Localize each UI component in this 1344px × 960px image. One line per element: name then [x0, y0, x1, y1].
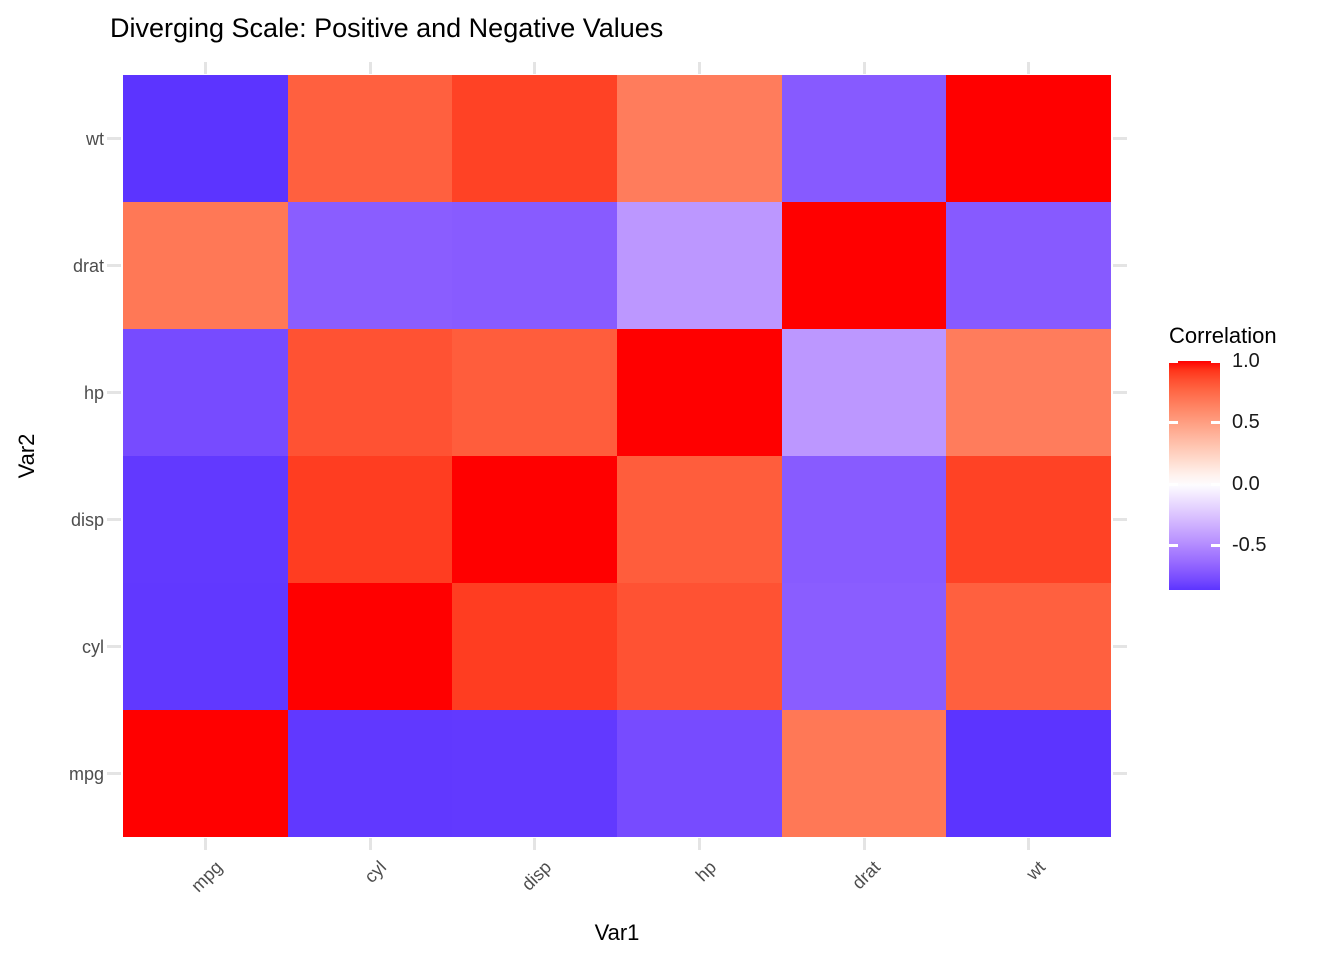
heatmap-cell	[288, 329, 452, 456]
heatmap-cell	[288, 75, 452, 202]
gridline-stub	[862, 62, 866, 74]
legend-colorbar	[1169, 361, 1220, 590]
heatmap-cell	[617, 583, 782, 710]
legend-title: Correlation	[1169, 323, 1277, 348]
gridline-stub	[368, 838, 372, 850]
heatmap-cell	[782, 583, 946, 710]
heatmap-cell	[946, 456, 1111, 583]
heatmap-cell	[452, 456, 617, 583]
heatmap-cell	[617, 329, 782, 456]
heatmap-cell	[946, 710, 1111, 837]
legend-tick-mark	[1211, 543, 1220, 547]
legend-tick-mark	[1169, 482, 1178, 486]
legend-tick-mark	[1211, 421, 1220, 425]
gridline-stub	[204, 62, 207, 74]
gridline-stub	[107, 518, 121, 521]
legend-tick-label: 1.0	[1232, 350, 1260, 372]
legend-tick-mark	[1169, 421, 1178, 425]
heatmap-panel	[123, 75, 1111, 837]
legend-tick-mark	[1169, 543, 1178, 547]
y-tick-label: drat	[72, 255, 104, 276]
heatmap-cell	[782, 456, 946, 583]
gridline-stub	[1113, 645, 1127, 648]
heatmap-cell	[123, 456, 288, 583]
x-tick-label: mpg	[186, 857, 226, 896]
x-tick-label: disp	[517, 857, 555, 895]
heatmap-cell	[617, 202, 782, 329]
gridline-stub	[107, 264, 121, 267]
gridline-stub	[107, 645, 121, 648]
gridline-stub	[533, 838, 536, 850]
heatmap-cell	[452, 75, 617, 202]
gridline-stub	[533, 62, 536, 74]
y-tick-label: wt	[86, 128, 104, 149]
y-tick-label: mpg	[68, 763, 104, 784]
heatmap-cell	[946, 583, 1111, 710]
gridline-stub	[204, 838, 207, 850]
gridline-stub	[1027, 62, 1030, 74]
heatmap-cell	[782, 710, 946, 837]
heatmap-cell	[452, 202, 617, 329]
heatmap-cell	[288, 583, 452, 710]
heatmap-cell	[946, 75, 1111, 202]
legend-tick-mark	[1211, 482, 1220, 486]
heatmap-cell	[123, 710, 288, 837]
legend-tick-label: 0.0	[1232, 472, 1260, 495]
heatmap-cell	[782, 202, 946, 329]
heatmap-cell	[452, 710, 617, 837]
heatmap-cell	[946, 329, 1111, 456]
heatmap-cell	[782, 75, 946, 202]
gridline-stub	[1113, 137, 1127, 140]
y-tick-label: cyl	[82, 636, 104, 657]
legend-tick-mark	[1169, 360, 1178, 363]
gridline-stub	[1113, 264, 1127, 267]
gridline-stub	[107, 772, 121, 775]
heatmap-cell	[123, 202, 288, 329]
gridline-stub	[698, 62, 701, 74]
gridline-stub	[107, 391, 121, 394]
heatmap-cell	[288, 202, 452, 329]
gridline-stub	[1027, 838, 1030, 850]
heatmap-cell	[452, 583, 617, 710]
x-axis-title: Var1	[594, 920, 640, 945]
y-tick-label: disp	[70, 509, 104, 530]
heatmap-cell	[123, 329, 288, 456]
heatmap-cell	[123, 583, 288, 710]
legend-tick-mark	[1211, 360, 1220, 363]
heatmap-cell	[452, 329, 617, 456]
heatmap-cell	[288, 710, 452, 837]
legend-tick-label: 0.5	[1232, 411, 1260, 434]
heatmap-cell	[123, 75, 288, 202]
heatmap-cell	[617, 75, 782, 202]
heatmap-cell	[617, 456, 782, 583]
heatmap-cell	[782, 329, 946, 456]
y-tick-label: hp	[83, 382, 104, 403]
gridline-stub	[1113, 772, 1127, 775]
heatmap-cell	[617, 710, 782, 837]
gridline-stub	[862, 838, 866, 850]
heatmap-cell	[288, 456, 452, 583]
gridline-stub	[698, 838, 701, 850]
x-tick-label: wt	[1021, 857, 1049, 884]
gridline-stub	[107, 137, 121, 140]
y-axis-title: Var2	[14, 433, 39, 479]
gridline-stub	[368, 62, 372, 74]
chart-title: Diverging Scale: Positive and Negative V…	[110, 13, 664, 43]
legend-tick-label: -0.5	[1232, 533, 1267, 556]
x-tick-label: cyl	[360, 857, 391, 887]
heatmap-cell	[946, 202, 1111, 329]
gridline-stub	[1113, 391, 1127, 394]
x-tick-label: drat	[848, 857, 885, 894]
gridline-stub	[1113, 518, 1127, 521]
